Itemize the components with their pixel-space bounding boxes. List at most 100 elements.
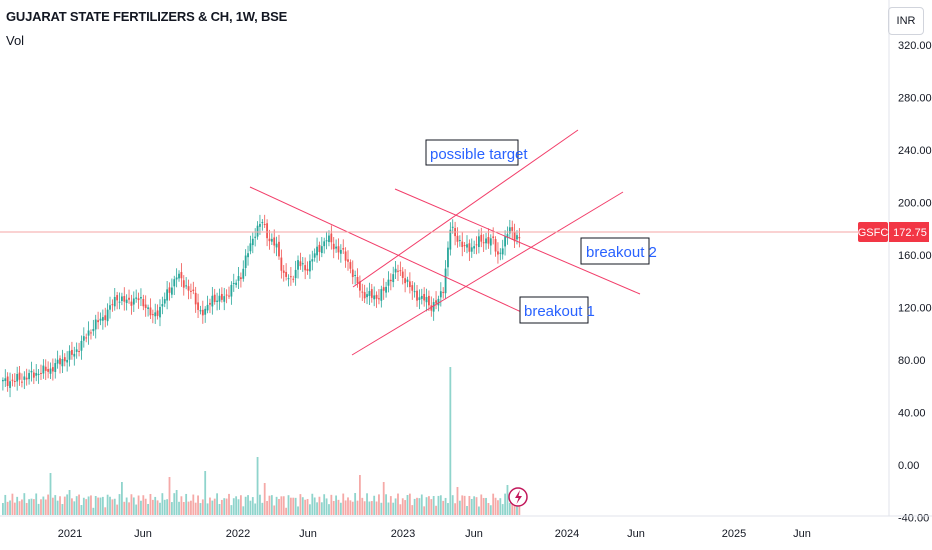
volume-bars [2,367,521,515]
candle-body [447,247,449,268]
volume-bar [125,497,128,515]
volume-bar [444,497,447,515]
volume-bar [442,500,445,515]
trendline-ascending-upper[interactable] [352,129,579,288]
trend-lines [249,129,641,356]
annotation-breakout-1[interactable]: breakout 1 [519,296,595,324]
volume-bar [206,503,209,515]
volume-bar [370,501,373,515]
candle-body [287,278,290,280]
y-tick-label: -40.00 [898,513,929,525]
candle-body [325,240,328,242]
candle-body [159,306,161,318]
candle-body [511,227,514,231]
candle-body [273,237,276,246]
volume-bar [25,502,28,515]
candle-body [2,379,4,382]
volume-bar [487,503,490,515]
volume-bar [30,498,33,515]
volume-bar [454,503,456,515]
volume-bar [121,482,123,515]
volume-bar [6,501,9,515]
trendline-descending-upper[interactable] [249,186,531,317]
annotation-text: possible target [430,146,528,163]
volume-bar [328,504,330,515]
candle-body [380,289,383,301]
candle-body [328,235,330,243]
volume-bar [354,493,357,515]
candle-body [237,276,240,281]
volume-bar [375,501,378,515]
candle-body [408,281,411,288]
candle-body [9,381,11,388]
volume-bar [223,498,226,515]
price-candles [2,214,521,398]
volume-bar [37,503,40,515]
volume-indicator-label[interactable]: Vol [6,33,25,48]
x-tick-label: Jun [299,528,317,540]
volume-bar [411,505,414,515]
candle-body [406,279,409,282]
candle-body [56,359,59,364]
trendline-descending-lower[interactable] [394,188,641,295]
annotation-breakout-2[interactable]: breakout 2 [580,237,657,265]
currency-button[interactable]: INR [888,7,924,35]
volume-bar [106,494,109,515]
candle-body [42,365,45,374]
volume-bar [275,496,278,515]
volume-bar [480,494,483,515]
volume-bar [506,485,509,515]
volume-bar [156,500,159,515]
candle-body [256,225,259,237]
volume-bar [32,499,35,515]
candle-body [216,300,218,302]
volume-bar [492,493,495,515]
volume-bar [478,506,480,515]
candle-body [40,373,42,375]
candle-body [451,226,454,228]
candle-body [228,295,230,297]
volume-bar [394,498,397,515]
candle-body [299,261,302,267]
volume-bar [47,494,50,515]
volume-bar [482,497,485,515]
volume-bar [61,504,64,515]
volume-bar [342,493,345,515]
candle-body [449,229,452,250]
x-tick-label: 2025 [722,528,746,540]
candle-body [204,308,207,315]
volume-bar [261,502,264,515]
volume-bar [468,495,471,515]
candle-body [266,223,268,239]
candle-body [382,287,385,291]
volume-bar [466,505,468,515]
volume-bar [228,493,230,515]
volume-bar [289,497,292,515]
volume-bar [292,497,295,515]
candle-body [201,309,204,316]
candle-body [294,269,297,279]
volume-bar [256,457,259,515]
volume-bar [318,496,321,515]
volume-bar [351,501,354,515]
lightning-icon[interactable] [508,487,528,507]
volume-bar [35,493,38,515]
candle-body [301,263,304,265]
trendline-ascending-lower[interactable] [351,191,624,356]
volume-bar [109,496,111,515]
volume-bar [382,482,385,515]
volume-bar [278,498,280,515]
volume-bar [425,497,428,515]
volume-bar [213,498,216,515]
volume-bar [204,471,207,515]
candle-body [423,293,426,301]
candle-body [411,285,414,291]
volume-bar [420,494,423,515]
y-tick-label: 280.00 [898,93,932,105]
annotation-possible-target[interactable]: possible target [425,139,528,166]
volume-bar [66,494,69,515]
volume-bar [416,497,418,515]
candle-body [351,269,354,278]
x-tick-label: Jun [465,528,483,540]
volume-bar [389,496,392,515]
